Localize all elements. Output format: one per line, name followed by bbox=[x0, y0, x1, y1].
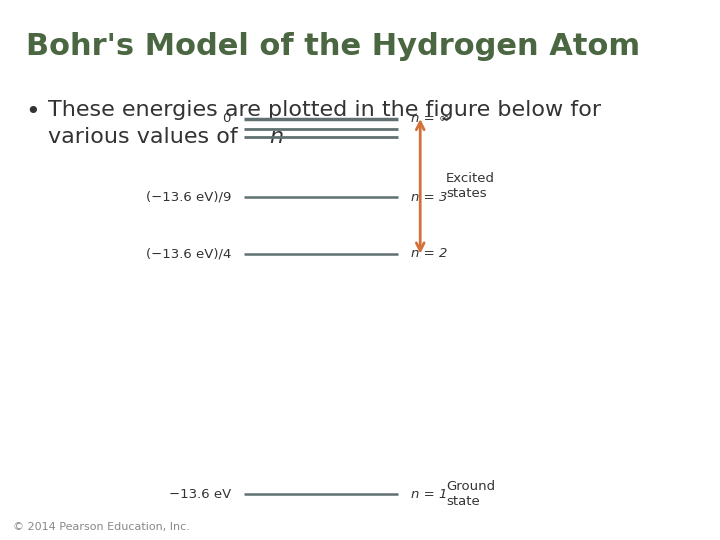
Text: n = ∞: n = ∞ bbox=[410, 112, 449, 125]
Text: 0: 0 bbox=[222, 112, 231, 125]
Text: (−13.6 eV)/9: (−13.6 eV)/9 bbox=[145, 191, 231, 204]
Text: various values of: various values of bbox=[48, 127, 245, 147]
Text: (−13.6 eV)/4: (−13.6 eV)/4 bbox=[145, 247, 231, 260]
Text: −13.6 eV: −13.6 eV bbox=[168, 488, 231, 501]
Text: Ground
state: Ground state bbox=[446, 480, 495, 508]
Text: n: n bbox=[269, 127, 284, 147]
Text: Excited
states: Excited states bbox=[446, 172, 495, 200]
Text: •: • bbox=[26, 100, 40, 124]
Text: Bohr's Model of the Hydrogen Atom: Bohr's Model of the Hydrogen Atom bbox=[26, 32, 640, 62]
Text: n = 1: n = 1 bbox=[410, 488, 447, 501]
Text: These energies are plotted in the figure below for: These energies are plotted in the figure… bbox=[48, 100, 601, 120]
Text: © 2014 Pearson Education, Inc.: © 2014 Pearson Education, Inc. bbox=[13, 522, 189, 532]
Text: n = 2: n = 2 bbox=[410, 247, 447, 260]
Text: n = 3: n = 3 bbox=[410, 191, 447, 204]
